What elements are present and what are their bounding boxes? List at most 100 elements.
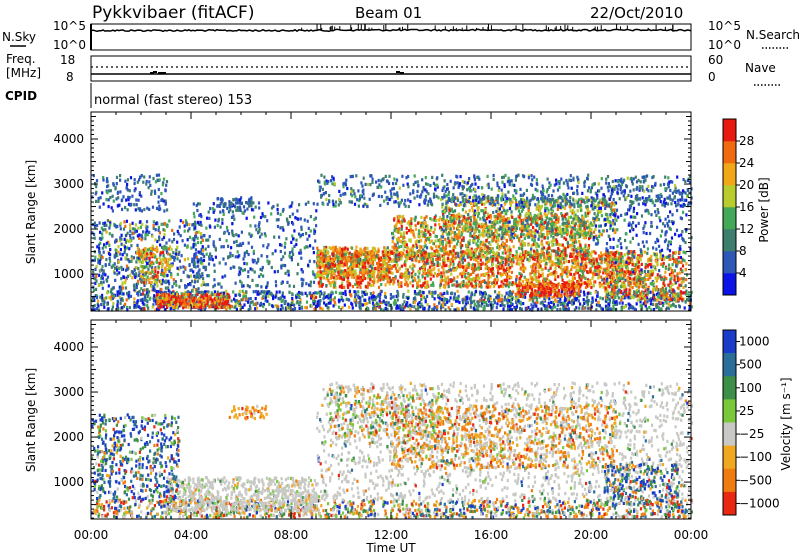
power-cell [619, 260, 622, 264]
power-cell [313, 294, 316, 298]
power-cell [146, 248, 150, 252]
power-cell [629, 296, 632, 300]
power-cell [324, 257, 327, 261]
power-cell [169, 296, 172, 301]
power-cell [119, 301, 122, 305]
power-cell [182, 295, 186, 299]
power-cell [145, 265, 148, 269]
power-cell [382, 269, 385, 273]
power-cell [126, 208, 129, 212]
power-cell [398, 257, 401, 261]
power-cell [219, 197, 222, 201]
power-cell [157, 207, 161, 212]
power-cell [261, 265, 264, 270]
power-cell [191, 289, 194, 293]
power-cell [142, 307, 145, 311]
power-cell [557, 252, 560, 256]
power-cell [158, 255, 161, 259]
power-cell [137, 291, 140, 295]
power-cell [326, 273, 329, 277]
power-cell [366, 276, 369, 280]
power-cell [551, 262, 554, 266]
power-cell [344, 252, 347, 256]
power-cell [124, 278, 127, 282]
power-cell [659, 301, 662, 305]
power-cell [356, 261, 360, 265]
power-cell [361, 303, 364, 307]
power-cell [152, 303, 155, 307]
power-cell [548, 279, 551, 283]
power-cell [227, 299, 230, 304]
power-cell [99, 230, 102, 234]
power-cell [394, 301, 398, 305]
power-cell [363, 263, 366, 267]
power-cell [635, 302, 638, 306]
power-cell [353, 259, 356, 263]
power-cell [101, 246, 104, 250]
power-cell [285, 306, 288, 310]
power-cell [304, 305, 307, 310]
power-cell [142, 302, 145, 306]
power-cell [472, 267, 475, 271]
power-cell [136, 304, 139, 308]
power-cell [498, 291, 501, 295]
power-cell [622, 292, 625, 296]
power-cell [539, 301, 542, 305]
power-cell [100, 268, 103, 272]
power-cell [396, 263, 399, 267]
power-cell [161, 183, 164, 187]
power-cell [365, 306, 369, 310]
power-cell [446, 291, 449, 295]
power-cell [368, 300, 371, 304]
power-cell [291, 234, 294, 238]
power-cell [348, 282, 351, 286]
power-cell [690, 290, 693, 294]
power-cell [139, 249, 142, 253]
power-cell [305, 231, 308, 236]
power-cell [491, 260, 494, 264]
power-cell [504, 284, 507, 288]
power-cell [321, 257, 324, 261]
power-cell [109, 290, 112, 294]
power-cell [615, 300, 618, 304]
power-cell [136, 300, 139, 304]
power-cell [537, 254, 540, 258]
power-cell [160, 222, 163, 226]
power-cell [518, 271, 521, 276]
power-cell [134, 187, 137, 191]
power-cell [327, 301, 330, 305]
power-cell [353, 298, 356, 302]
power-cell [273, 270, 276, 274]
power-cell [466, 285, 469, 289]
power-cell [338, 276, 341, 280]
power-cell [573, 308, 576, 312]
power-cell [143, 254, 147, 258]
power-cell [201, 245, 204, 249]
power-cell [161, 268, 164, 272]
power-cell [153, 282, 156, 286]
power-cell [166, 299, 169, 304]
power-cell [507, 294, 510, 298]
power-cell [198, 290, 201, 295]
power-cell [333, 284, 336, 288]
power-cell [369, 270, 372, 274]
power-cell [504, 251, 507, 255]
power-cell [243, 261, 246, 266]
power-cell [350, 262, 353, 266]
power-cell [173, 256, 176, 260]
power-cell [462, 279, 465, 284]
power-cell [446, 275, 450, 279]
power-cell [154, 308, 157, 312]
power-cell [295, 242, 298, 247]
power-cell [134, 227, 137, 231]
power-cell [529, 272, 532, 276]
power-cell [209, 252, 212, 256]
power-cell [204, 283, 207, 287]
power-cell [199, 306, 202, 310]
power-cell [571, 302, 574, 306]
power-cell [509, 293, 512, 297]
power-cell [655, 304, 658, 308]
power-cell [369, 283, 373, 288]
power-cell [595, 303, 598, 307]
power-cell [305, 306, 308, 310]
